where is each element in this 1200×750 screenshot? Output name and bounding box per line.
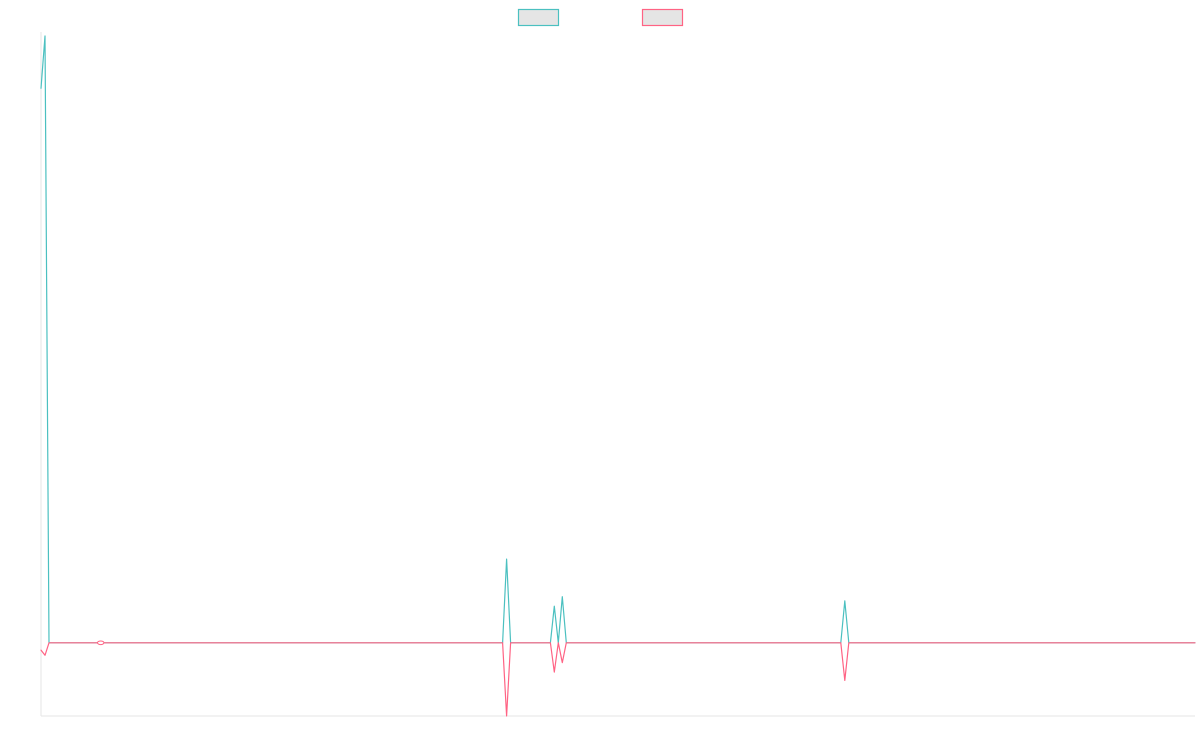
chart-series-layer <box>40 35 1196 717</box>
data-point-marker[interactable] <box>96 640 105 646</box>
series-2-line[interactable] <box>40 642 1196 717</box>
chart-axes <box>40 32 1195 717</box>
chart-legend[interactable] <box>517 8 684 27</box>
legend-swatch-series-1[interactable] <box>517 8 560 27</box>
series-1-line[interactable] <box>40 35 1196 644</box>
legend-swatch-series-2[interactable] <box>641 8 684 27</box>
